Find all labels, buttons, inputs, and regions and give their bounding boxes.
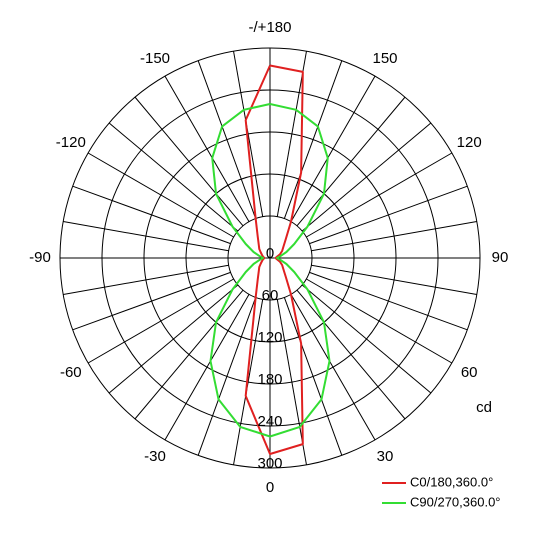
grid-spoke xyxy=(134,96,244,227)
angle-tick-label: 150 xyxy=(372,50,397,67)
grid-spoke xyxy=(309,271,468,331)
angle-tick-label: 120 xyxy=(457,134,482,151)
legend-label: C0/180,360.0° xyxy=(410,474,493,489)
grid-spoke xyxy=(301,122,432,232)
radial-tick-label: 180 xyxy=(257,371,282,388)
grid-spoke xyxy=(290,294,376,441)
grid-spoke xyxy=(290,75,376,222)
grid-spoke xyxy=(108,122,239,232)
radial-tick-label: 60 xyxy=(262,287,279,304)
angle-tick-label: -120 xyxy=(56,134,86,151)
grid-spoke xyxy=(233,51,264,217)
grid-spoke xyxy=(311,264,477,295)
angle-tick-label: 90 xyxy=(492,249,509,266)
grid-spoke xyxy=(164,294,250,441)
angle-tick-label: 30 xyxy=(377,448,394,465)
angle-tick-label: -150 xyxy=(140,50,170,67)
radial-tick-label: 240 xyxy=(257,413,282,430)
grid-spoke xyxy=(197,297,257,456)
grid-spoke xyxy=(164,75,250,222)
radial-tick-label: 0 xyxy=(266,245,274,262)
grid-spoke xyxy=(63,264,229,295)
grid-spoke xyxy=(306,152,453,238)
series-line xyxy=(244,64,304,455)
radial-tick-label: 120 xyxy=(257,329,282,346)
grid-spoke xyxy=(283,60,343,219)
grid-spoke xyxy=(276,299,307,465)
grid-spoke xyxy=(197,60,257,219)
grid xyxy=(59,47,481,469)
legend-item: C90/270,360.0° xyxy=(382,494,501,509)
angle-tick-label: -30 xyxy=(144,448,166,465)
grid-spoke xyxy=(233,299,264,465)
grid-spoke xyxy=(134,289,244,420)
angle-tick-label: -/+180 xyxy=(249,19,292,36)
grid-spoke xyxy=(63,221,229,252)
legend-label: C90/270,360.0° xyxy=(410,494,501,509)
legend-item: C0/180,360.0° xyxy=(382,474,493,489)
grid-spoke xyxy=(306,278,453,364)
grid-spoke xyxy=(296,96,406,227)
grid-spoke xyxy=(301,284,432,394)
series-line xyxy=(209,103,331,438)
grid-spoke xyxy=(108,284,239,394)
angle-tick-label: 0 xyxy=(266,479,274,496)
angle-tick-label: -60 xyxy=(60,364,82,381)
angle-tick-label: 60 xyxy=(461,364,478,381)
plot xyxy=(209,64,331,455)
grid-spoke xyxy=(87,152,234,238)
grid-spoke xyxy=(276,51,307,217)
grid-spoke xyxy=(309,185,468,245)
grid-spoke xyxy=(311,221,477,252)
radial-tick-label: 300 xyxy=(257,455,282,472)
angle-tick-label: -90 xyxy=(29,249,51,266)
grid-spoke xyxy=(87,278,234,364)
grid-spoke xyxy=(296,289,406,420)
radial-unit-label: cd xyxy=(476,399,492,416)
grid-spoke xyxy=(72,271,231,331)
grid-spoke xyxy=(283,297,343,456)
grid-spoke xyxy=(72,185,231,245)
